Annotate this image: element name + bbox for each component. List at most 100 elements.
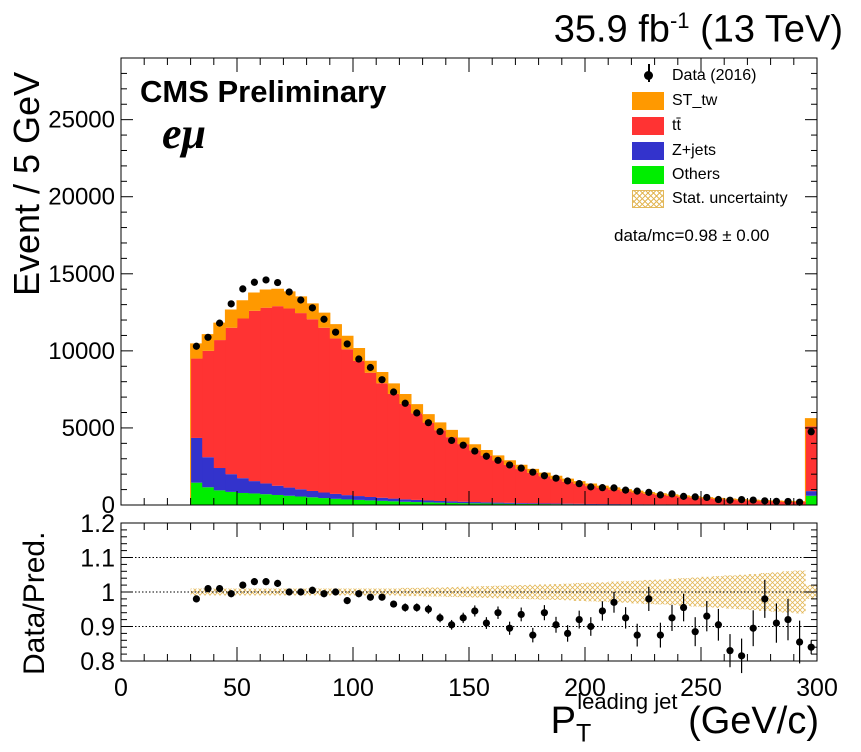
ratio-point (587, 622, 595, 631)
bar-segment (399, 394, 412, 404)
bar-segment (306, 497, 319, 505)
bar-segment (434, 500, 447, 503)
ratio-point (564, 629, 572, 638)
data-point (227, 300, 235, 308)
data-point (413, 409, 421, 417)
ratio-point (645, 595, 653, 603)
bar-segment (260, 483, 273, 495)
bar-segment (364, 500, 377, 505)
bar-segment (666, 495, 679, 505)
legend-swatch (632, 117, 664, 135)
bar-segment (295, 496, 307, 505)
ratio-point (772, 619, 781, 627)
bar-segment (492, 460, 505, 503)
data-point (355, 355, 363, 363)
bar-segment (457, 444, 470, 502)
data-point (494, 456, 502, 464)
bar-segment (480, 502, 493, 504)
data-point (784, 497, 792, 506)
ratio-point (320, 590, 328, 598)
bar-segment (550, 479, 563, 504)
bar-segment (225, 474, 238, 492)
x-tick-label: 100 (332, 674, 374, 702)
data-point (552, 474, 560, 482)
data-point (506, 461, 514, 469)
bar-segment (283, 487, 296, 496)
bar-segment (445, 501, 458, 503)
ratio-point (680, 603, 688, 612)
data-point (459, 441, 467, 449)
legend-data-marker (644, 71, 653, 80)
ratio-point (471, 607, 479, 615)
bar-segment (515, 503, 528, 504)
stat-band-segment (480, 586, 493, 598)
legend-label: tt̄ (672, 117, 681, 134)
bar-segment (457, 501, 470, 504)
stat-band-segment (561, 583, 574, 601)
ratio-point (668, 614, 676, 622)
data-point (332, 328, 340, 336)
bar-segment (213, 323, 226, 341)
bar-segment (399, 501, 412, 505)
data-point (471, 447, 479, 455)
ratio-point (192, 595, 200, 603)
bar-segment (295, 313, 307, 490)
y-tick-label: 10000 (48, 338, 115, 365)
bar-segment (619, 491, 632, 505)
data-point (761, 497, 769, 505)
data-point (250, 278, 258, 286)
ratio-reference-lines (121, 557, 817, 627)
bar-segment (422, 422, 435, 501)
bar-segment (399, 403, 412, 500)
stat-band-segment (631, 580, 644, 604)
ratio-point (239, 581, 247, 589)
stat-band-segment (793, 570, 806, 614)
stat-band-segment (782, 571, 795, 613)
data-point (343, 340, 351, 348)
bar-segment (376, 497, 389, 501)
data-point (668, 490, 676, 498)
data-point (656, 491, 665, 499)
bar-segment (492, 503, 505, 505)
data-point (610, 484, 618, 492)
bar-segment (480, 503, 493, 505)
bar-segment (353, 360, 365, 497)
bar-segment (190, 437, 203, 483)
data-point (216, 319, 224, 327)
ratio-point (540, 609, 549, 617)
ratio-point (796, 638, 804, 646)
data-point (366, 363, 374, 372)
bar-segment (515, 503, 528, 505)
bar-segment (538, 476, 551, 504)
data-point (390, 388, 398, 396)
ratio-point (366, 593, 374, 601)
luminosity-label: 35.9 fb-1 (13 TeV) (554, 8, 843, 52)
data-point (239, 285, 247, 293)
data-point (517, 464, 525, 472)
data-point (587, 483, 595, 491)
data-point (738, 496, 746, 504)
main-data-points (192, 276, 815, 506)
ratio-point (552, 621, 560, 629)
y-tick-label: 15000 (48, 261, 115, 288)
legend-label: Data (2016) (672, 67, 757, 84)
ratio-point (227, 590, 235, 598)
ratio-point (343, 597, 351, 605)
bar-segment (503, 464, 516, 503)
stat-band-segment (573, 583, 586, 601)
ratio-point (262, 578, 270, 586)
ratio-point (749, 624, 757, 632)
data-point (192, 342, 200, 350)
bar-segment (411, 413, 423, 500)
bar-segment (329, 498, 342, 505)
bar-segment (469, 502, 481, 504)
bar-segment (434, 422, 447, 431)
bar-segment (237, 318, 249, 479)
data-point (448, 436, 456, 445)
bar-segment (237, 492, 249, 505)
bar-segment (248, 481, 261, 494)
y-axis-title-main: Event / 5 GeV (6, 71, 47, 296)
data-point (633, 487, 641, 495)
legend-swatch (632, 142, 664, 160)
